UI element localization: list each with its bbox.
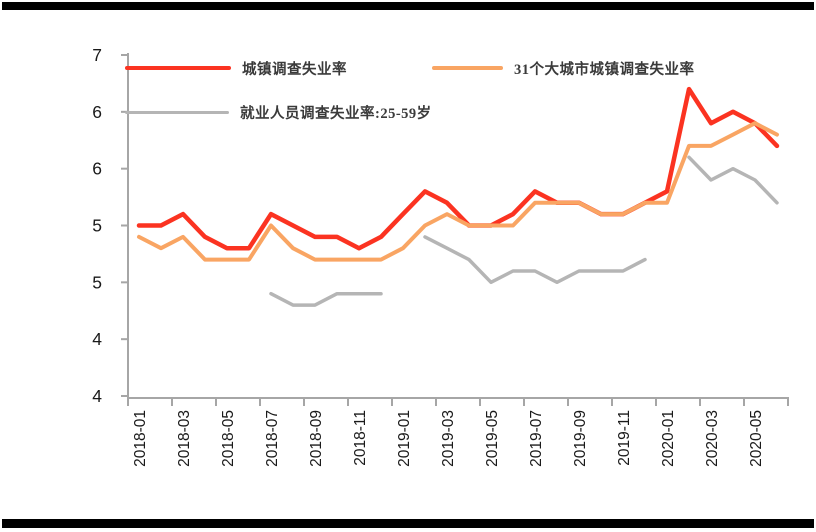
legend-gray-line-swatch [125,110,229,114]
y-axis-tick-label: 4 [92,386,102,406]
x-axis-tick-label: 2018-01 [132,410,149,467]
series-line-2 [687,155,779,205]
legend-item-31-cities-unemployment: 31个大城市城镇调查失业率 [432,61,695,78]
bottom-border-bar [2,519,814,528]
x-axis-tick-label: 2019-05 [484,410,501,467]
x-axis-tick-label: 2018-09 [308,410,325,467]
x-axis-tick-label: 2020-05 [748,410,765,467]
x-axis-tick-label: 2018-05 [220,410,237,467]
legend-label-31-cities-unemployment: 31个大城市城镇调查失业率 [514,61,695,78]
y-axis-tick-label: 4 [92,329,102,349]
x-axis-tick-label: 2019-01 [396,410,413,467]
x-axis-tick-label: 2020-03 [704,410,721,467]
series-line-2 [269,291,383,307]
x-axis-tick-label: 2018-11 [352,410,369,466]
y-axis-tick-label: 6 [92,102,102,122]
legend-orange-line-swatch [432,66,503,70]
x-axis-tick-label: 2019-07 [528,410,545,467]
series-line-0 [136,86,780,251]
y-axis-tick-label: 6 [92,159,102,179]
y-axis-tick-label: 5 [92,216,102,236]
legend-red-line-swatch [125,66,231,70]
x-axis-tick-label: 2019-03 [440,410,457,467]
y-axis-tick-label: 5 [92,272,102,292]
x-axis-tick-label: 2020-01 [660,410,677,467]
y-axis-tick-label: 7 [92,45,102,65]
series-line-2 [423,235,647,285]
legend-label-employed-25-59-unemployment: 就业人员调查失业率:25-59岁 [240,105,432,122]
legend-label-urban-survey-unemployment: 城镇调查失业率 [242,61,347,78]
top-border-bar [2,2,814,10]
x-axis-tick-label: 2018-07 [264,410,281,467]
x-axis-tick-label: 2018-03 [176,410,193,467]
legend-item-urban-survey-unemployment: 城镇调查失业率 [125,61,347,78]
x-axis-tick-label: 2019-09 [572,410,589,467]
series-line-1 [137,121,779,262]
legend-item-employed-25-59-unemployment: 就业人员调查失业率:25-59岁 [125,105,432,122]
x-axis-tick-label: 2019-11 [616,410,633,466]
